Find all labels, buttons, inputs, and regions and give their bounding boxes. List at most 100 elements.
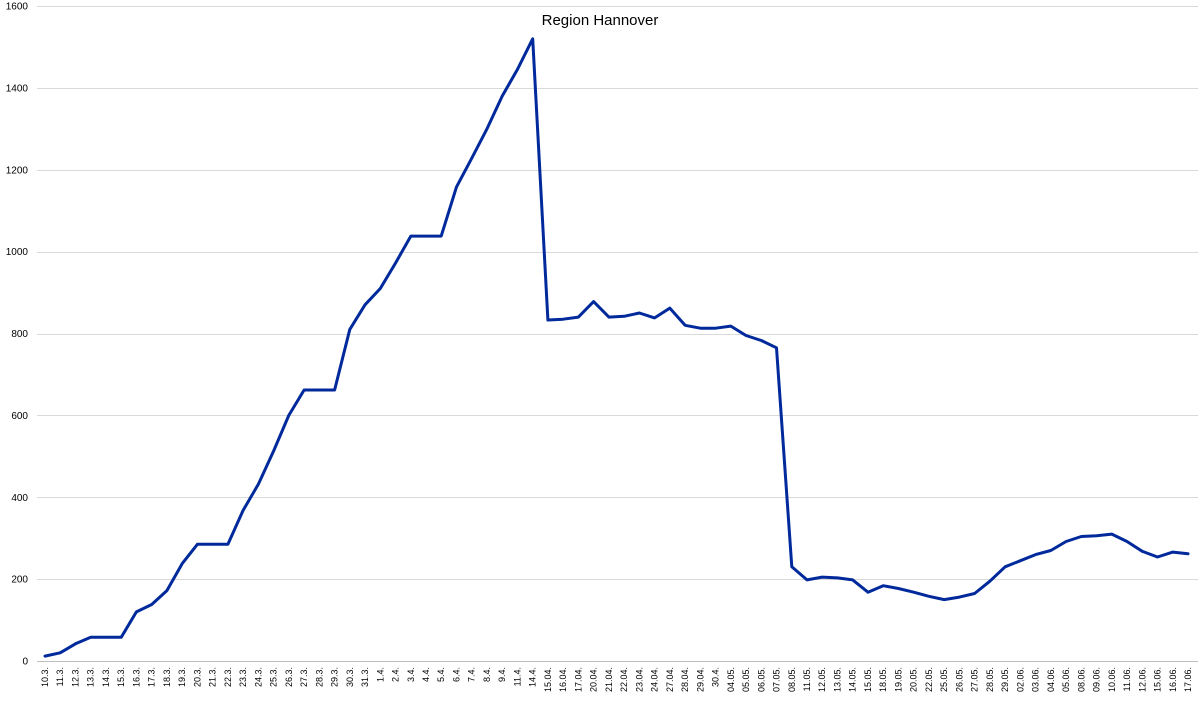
x-tick-label: 16.04. <box>558 667 568 692</box>
data-point <box>745 334 748 337</box>
x-tick-label: 09.06. <box>1092 667 1102 692</box>
y-tick-label: 1600 <box>6 2 29 13</box>
x-tick-label: 16.06. <box>1168 667 1178 692</box>
x-tick-label: 25.05. <box>939 667 949 692</box>
data-point <box>1126 540 1129 543</box>
data-point <box>882 584 885 587</box>
data-point <box>409 235 412 238</box>
data-point <box>1187 552 1190 555</box>
x-tick-label: 22.05. <box>924 667 934 692</box>
data-point <box>943 598 946 601</box>
x-tick-label: 29.05. <box>1000 667 1010 692</box>
x-tick-label: 13.3. <box>86 667 96 687</box>
data-point <box>1171 551 1174 554</box>
x-tick-label: 30.3. <box>345 667 355 687</box>
x-tick-label: 24.04. <box>650 667 660 692</box>
x-tick-label: 08.06. <box>1076 667 1086 692</box>
x-tick-label: 4.4. <box>421 667 431 682</box>
x-tick-label: 13.05. <box>832 667 842 692</box>
x-tick-label: 02.06. <box>1015 667 1025 692</box>
x-tick-label: 11.3. <box>55 667 65 686</box>
x-tick-label: 27.3. <box>299 667 309 687</box>
y-tick-label: 800 <box>11 329 28 340</box>
data-point <box>257 483 260 486</box>
x-tick-label: 18.3. <box>162 667 172 687</box>
data-point <box>1004 565 1007 568</box>
data-point <box>699 327 702 330</box>
x-tick-label: 12.05. <box>817 667 827 692</box>
x-tick-label: 21.3. <box>208 667 218 687</box>
x-tick-label: 27.04. <box>665 667 675 692</box>
x-tick-label: 3.4. <box>406 667 416 682</box>
data-point <box>1019 559 1022 562</box>
x-tick-label: 26.05. <box>954 667 964 692</box>
x-tick-label: 24.3. <box>253 667 263 687</box>
data-point <box>973 592 976 595</box>
x-tick-label: 29.04. <box>695 667 705 692</box>
data-point <box>470 157 473 160</box>
x-tick-label: 27.05. <box>970 667 980 692</box>
data-point <box>653 316 656 319</box>
x-tick-label: 12.3. <box>70 667 80 687</box>
y-tick-label: 600 <box>11 411 28 422</box>
x-tick-label: 29.3. <box>330 667 340 687</box>
x-tick-label: 28.04. <box>680 667 690 692</box>
data-point <box>1110 533 1113 536</box>
x-tick-label: 04.06. <box>1046 667 1056 692</box>
data-point <box>531 37 534 40</box>
x-tick-label: 05.06. <box>1061 667 1071 692</box>
x-tick-label: 22.3. <box>223 667 233 687</box>
y-axis: 0 200 400 600 800 1000 1200 1400 1600 <box>6 2 29 668</box>
data-point <box>226 543 229 546</box>
x-tick-label: 20.04. <box>589 667 599 692</box>
data-point <box>425 235 428 238</box>
data-point <box>516 68 519 71</box>
data-point <box>684 324 687 327</box>
data-point <box>165 589 168 592</box>
x-tick-label: 20.05. <box>909 667 919 692</box>
data-point <box>775 346 778 349</box>
data-point <box>74 642 77 645</box>
data-point <box>729 325 732 328</box>
y-tick-label: 200 <box>11 575 28 586</box>
x-tick-label: 10.06. <box>1107 667 1117 692</box>
x-tick-label: 26.3. <box>284 667 294 687</box>
data-point <box>486 127 489 130</box>
data-point <box>272 450 275 453</box>
x-tick-label: 04.05. <box>726 667 736 692</box>
data-point <box>958 596 961 599</box>
x-tick-label: 14.05. <box>848 667 858 692</box>
x-tick-label: 1.4. <box>375 667 385 682</box>
x-tick-label: 17.3. <box>147 667 157 687</box>
data-point <box>150 603 153 606</box>
data-point <box>1049 549 1052 552</box>
x-tick-label: 22.04. <box>619 667 629 692</box>
data-point <box>867 591 870 594</box>
data-point <box>348 328 351 331</box>
x-tick-label: 8.4. <box>482 667 492 682</box>
x-tick-label: 08.05. <box>787 667 797 692</box>
x-tick-label: 28.3. <box>314 667 324 687</box>
x-tick-label: 05.05. <box>741 667 751 692</box>
y-tick-label: 1200 <box>6 165 29 176</box>
data-point <box>44 655 47 658</box>
x-tick-label: 11.05. <box>802 667 812 691</box>
data-point <box>836 576 839 579</box>
data-point <box>607 316 610 319</box>
data-point <box>760 339 763 342</box>
x-tick-label: 14.3. <box>101 667 111 687</box>
x-tick-label: 19.3. <box>177 667 187 687</box>
x-tick-label: 21.04. <box>604 667 614 692</box>
data-point <box>303 389 306 392</box>
data-point <box>242 509 245 512</box>
data-point <box>562 318 565 321</box>
data-point <box>668 307 671 310</box>
x-tick-label: 17.06. <box>1183 667 1193 692</box>
x-tick-label: 25.3. <box>269 667 279 687</box>
y-tick-label: 400 <box>11 493 28 504</box>
data-point <box>623 315 626 318</box>
x-tick-label: 5.4. <box>436 667 446 682</box>
y-tick-label: 1000 <box>6 247 29 258</box>
x-tick-label: 11.06. <box>1122 667 1132 691</box>
